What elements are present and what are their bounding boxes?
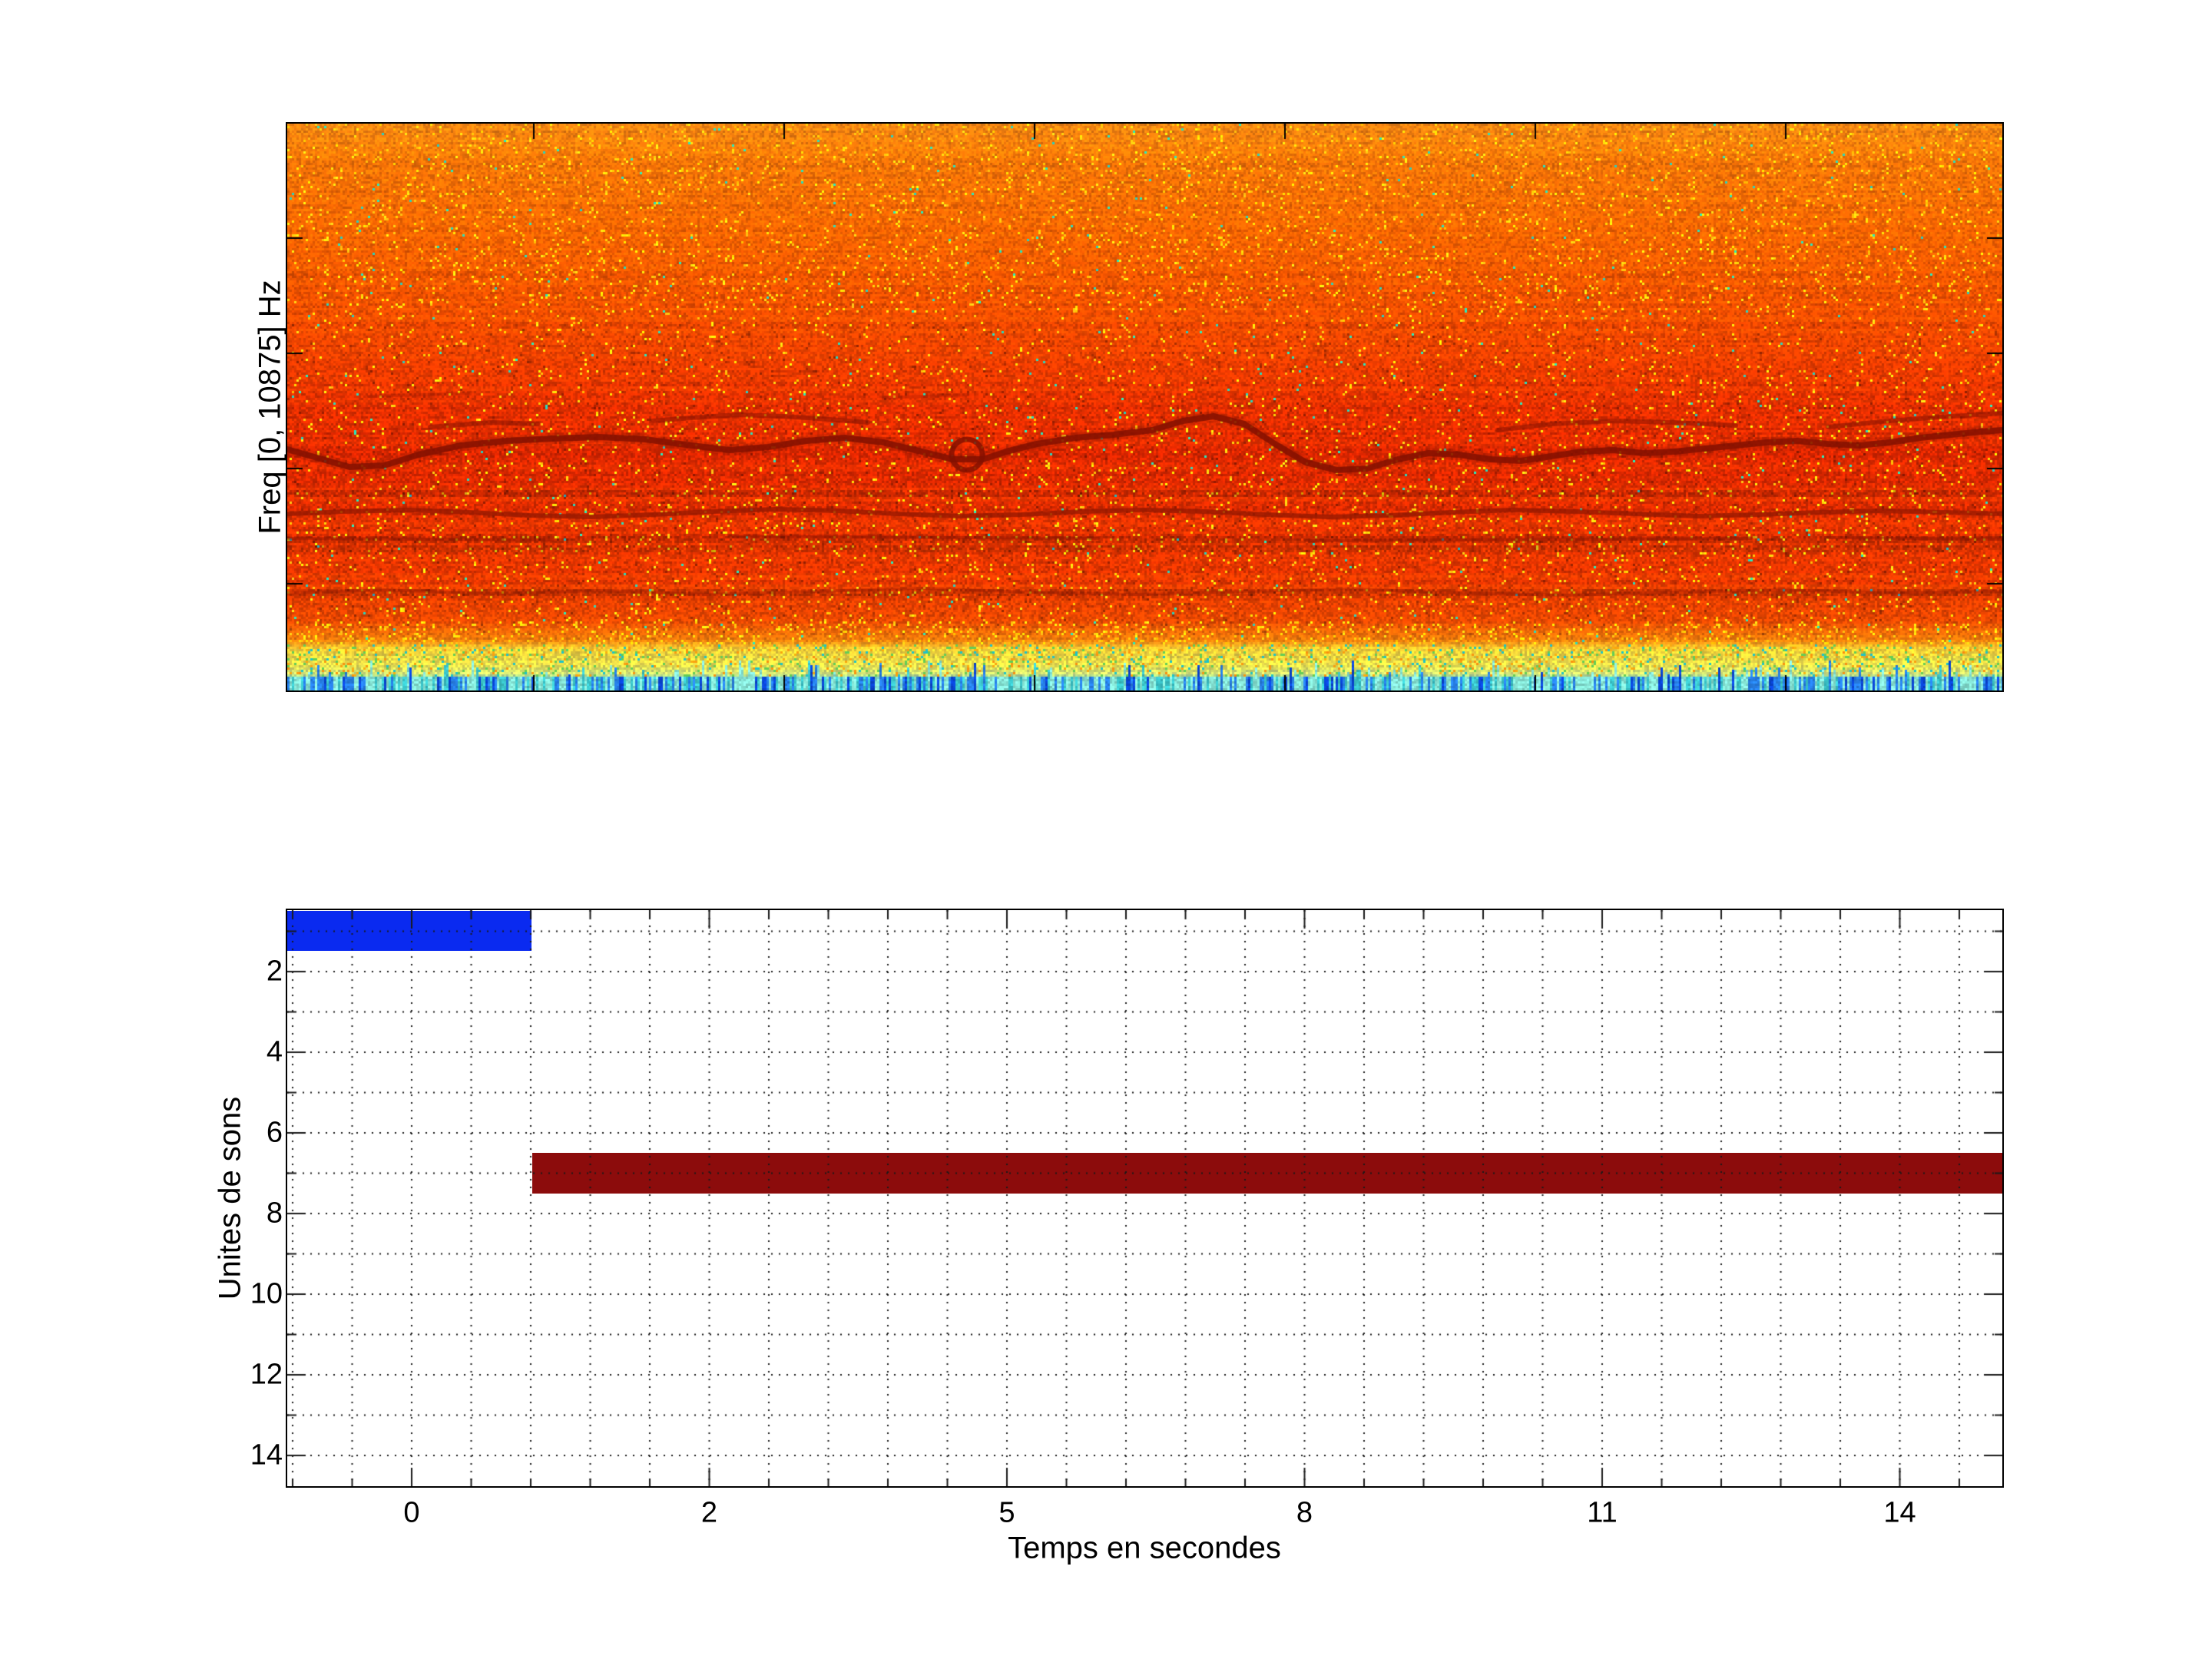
y-tick-label: 2 xyxy=(266,955,283,988)
timeline-grid xyxy=(287,910,2002,1486)
x-tick-label: 14 xyxy=(1883,1496,1916,1529)
timeline-xlabel: Temps en secondes xyxy=(1008,1531,1281,1565)
x-tick-label: 5 xyxy=(998,1496,1015,1529)
y-tick-label: 10 xyxy=(250,1277,283,1310)
x-tick-label: 8 xyxy=(1296,1496,1313,1529)
y-tick-label: 12 xyxy=(250,1358,283,1391)
spectrogram-image xyxy=(287,124,2002,690)
y-tick-label: 4 xyxy=(266,1035,283,1068)
x-tick-label: 0 xyxy=(403,1496,420,1529)
y-tick-label: 6 xyxy=(266,1116,283,1149)
y-tick-label: 8 xyxy=(266,1197,283,1230)
timeline-ylabel: Unites de sons xyxy=(213,1096,247,1300)
spectrogram-ylabel: Freq [0, 10875] Hz xyxy=(253,280,287,535)
x-tick-label: 11 xyxy=(1587,1496,1618,1529)
x-tick-label: 2 xyxy=(700,1496,718,1529)
y-tick-label: 14 xyxy=(250,1439,283,1472)
